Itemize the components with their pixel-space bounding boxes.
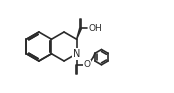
Polygon shape (77, 28, 81, 39)
Text: OH: OH (89, 24, 103, 33)
Text: N: N (73, 49, 80, 59)
Text: O: O (84, 60, 90, 69)
